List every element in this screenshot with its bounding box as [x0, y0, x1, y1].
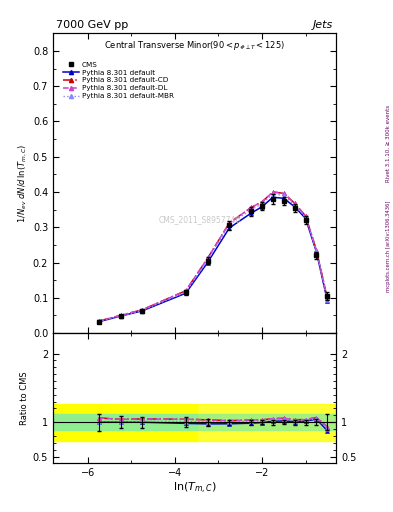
Legend: CMS, Pythia 8.301 default, Pythia 8.301 default-CD, Pythia 8.301 default-DL, Pyt: CMS, Pythia 8.301 default, Pythia 8.301 …	[60, 59, 177, 102]
Text: Central Transverse Minor$(90 < p_{\#\perp T} < 125)$: Central Transverse Minor$(90 < p_{\#\per…	[104, 39, 285, 52]
Text: Jets: Jets	[313, 20, 333, 30]
Text: mcplots.cern.ch [arXiv:1306.3436]: mcplots.cern.ch [arXiv:1306.3436]	[386, 200, 391, 291]
Y-axis label: Ratio to CMS: Ratio to CMS	[20, 371, 29, 425]
Text: CMS_2011_S8957746: CMS_2011_S8957746	[159, 215, 241, 224]
X-axis label: $\ln(T_{m,C})$: $\ln(T_{m,C})$	[173, 481, 217, 496]
Text: Rivet 3.1.10, ≥ 300k events: Rivet 3.1.10, ≥ 300k events	[386, 105, 391, 182]
Text: 7000 GeV pp: 7000 GeV pp	[56, 20, 128, 30]
Y-axis label: $1/N_{ev}\ dN/d\,\ln(T_{m,C})$: $1/N_{ev}\ dN/d\,\ln(T_{m,C})$	[17, 143, 29, 223]
